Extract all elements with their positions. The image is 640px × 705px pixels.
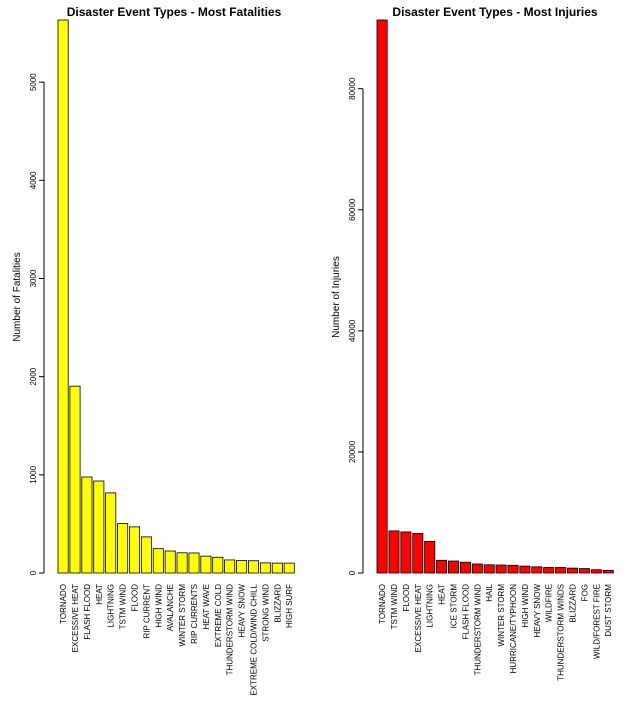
chart-2-bar [531, 566, 543, 574]
chart-2-bar [602, 569, 614, 574]
chart-1-category-label: HEAT [95, 584, 104, 605]
chart-2-y-tick-label: 20000 [348, 440, 357, 463]
chart-2-category-label: THUNDERSTORM WIND [473, 584, 482, 676]
chart-1-bar [81, 476, 93, 574]
chart-2-y-axis-label: Number of Injuries [331, 256, 342, 338]
chart-1-bar [200, 555, 212, 574]
chart-1-category-label: STRONG WIND [261, 584, 270, 642]
chart-2-y-tick-label: 60000 [348, 198, 357, 221]
chart-2-bar [543, 567, 555, 574]
chart-1-category-label: RIP CURRENTS [190, 584, 199, 644]
chart-1-y-tick-label: 2000 [29, 367, 38, 385]
chart-1-bar [140, 536, 152, 574]
chart-1-bar [105, 492, 117, 574]
chart-2-bar [447, 560, 459, 574]
chart-2-bar [376, 19, 388, 574]
chart-1-bar [152, 548, 164, 574]
chart-2-bar [567, 567, 579, 574]
chart-1-category-label: RIP CURRENT [142, 584, 151, 639]
chart-2-category-label: HURRICANE/TYPHOON [509, 584, 518, 674]
chart-1-bar [212, 556, 224, 574]
chart-2-y-tick-label: 40000 [348, 319, 357, 342]
chart-1-bar [93, 480, 105, 574]
chart-1-category-label: EXCESSIVE HEAT [71, 584, 80, 652]
chart-1-bar [176, 552, 188, 574]
chart-1-category-label: THUNDERSTORM WIND [226, 584, 235, 676]
chart-2-category-label: FLOOD [402, 584, 411, 612]
chart-1-y-axis-label: Number of Fatalities [12, 252, 23, 341]
chart-2-category-label: TSTM WIND [390, 584, 399, 630]
chart-1-category-label: TSTM WIND [119, 584, 128, 630]
chart-1-category-label: HIGH WIND [154, 584, 163, 628]
chart-2-category-label: HEAVY SNOW [533, 584, 542, 638]
chart-2-category-label: WILD/FOREST FIRE [592, 584, 601, 659]
chart-2-category-label: HAIL [485, 583, 494, 601]
chart-2-category-label: FOG [580, 584, 589, 601]
chart-1-y-tick-label: 4000 [29, 171, 38, 189]
chart-1-bar [247, 560, 259, 574]
chart-2-y-tick-label: 0 [348, 570, 357, 575]
chart-2-bar [400, 531, 412, 574]
chart-1-bar [283, 562, 295, 574]
chart-2-category-label: EXCESSIVE HEAT [414, 584, 423, 652]
chart-1-bar [188, 552, 200, 574]
chart-2-bar [471, 563, 483, 574]
chart-1-category-label: AVALANCHE [166, 584, 175, 631]
chart-2-category-label: DUST STORM [604, 584, 613, 637]
chart-2-bar [519, 565, 531, 574]
chart-2-bar [555, 567, 567, 574]
chart-1-category-label: LIGHTNING [107, 584, 116, 628]
chart-2-category-label: WILDFIRE [545, 584, 554, 622]
chart-1-category-label: WINTER STORM [178, 584, 187, 647]
chart-1-category-label: HIGH SURF [285, 584, 294, 628]
chart-1-bar [128, 526, 140, 574]
chart-2-y-tick-label: 80000 [348, 77, 357, 100]
chart-1-bar [164, 550, 176, 574]
chart-2-category-label: LIGHTNING [426, 584, 435, 628]
chart-2-bar [578, 568, 590, 574]
chart-2-category-label: ICE STORM [450, 584, 459, 629]
chart-2-bar [436, 559, 448, 574]
chart-2-bar [507, 564, 519, 574]
chart-1-category-label: HEAVY SNOW [238, 584, 247, 638]
chart-2-bar [459, 561, 471, 574]
chart-2-bar [424, 540, 436, 574]
chart-1-y-tick-label: 1000 [29, 465, 38, 483]
chart-1-bar [224, 559, 236, 574]
chart-1-bar [259, 562, 271, 574]
chart-1-bar [69, 385, 81, 574]
chart-1-category-label: EXTREME COLD/WIND CHILL [250, 583, 259, 695]
chart-2-category-label: BLIZZARD [569, 584, 578, 623]
chart-1-category-label: FLOOD [131, 584, 140, 612]
chart-2-title: Disaster Event Types - Most Injuries [392, 5, 597, 19]
chart-1-bar [271, 562, 283, 574]
chart-2-bar [412, 533, 424, 574]
chart-2-bar [495, 564, 507, 574]
chart-2-category-label: HEAT [438, 584, 447, 605]
chart-1-y-tick-label: 5000 [29, 73, 38, 91]
chart-1-bar [117, 523, 129, 574]
chart-1-category-label: TORNADO [59, 584, 68, 624]
chart-2-bar [388, 530, 400, 574]
chart-2-category-label: THUNDERSTORM WINDS [557, 584, 566, 681]
chart-1-title: Disaster Event Types - Most Fatalities [67, 5, 282, 19]
chart-1-category-label: BLIZZARD [273, 584, 282, 623]
chart-2-bar [590, 569, 602, 574]
chart-1-category-label: EXTREME COLD [214, 584, 223, 647]
chart-1-category-label: FLASH FLOOD [83, 584, 92, 640]
chart-1-category-label: HEAT WAVE [202, 584, 211, 630]
chart-1-y-tick-label: 3000 [29, 269, 38, 287]
chart-1-y-tick-label: 0 [29, 570, 38, 575]
chart-1-bar [236, 560, 248, 574]
chart-2-category-label: TORNADO [378, 584, 387, 624]
chart-2-category-label: HIGH WIND [521, 584, 530, 628]
chart-2-bar [483, 564, 495, 574]
chart-2-category-label: FLASH FLOOD [461, 584, 470, 640]
chart-2-category-label: WINTER STORM [497, 584, 506, 647]
chart-1-bar [57, 19, 69, 574]
